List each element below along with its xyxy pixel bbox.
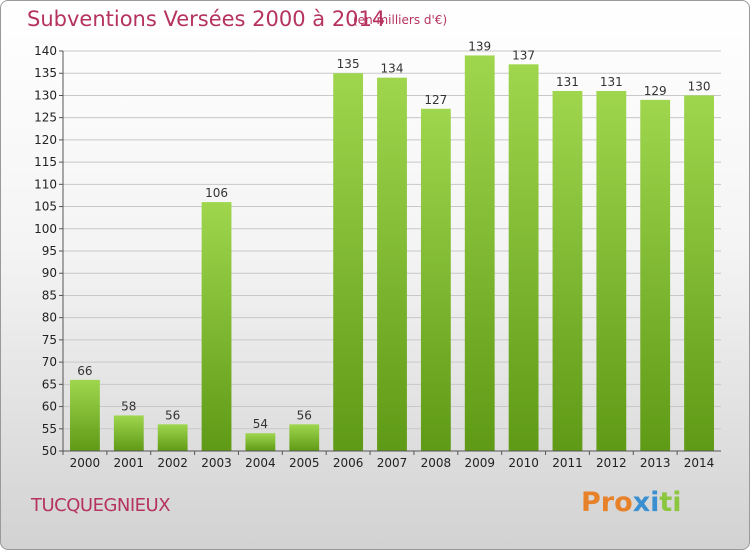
data-label: 54 [253,417,268,431]
location-name: TUCQUEGNIEUX [31,495,171,516]
bar [113,415,144,451]
data-label: 56 [165,408,180,422]
x-tick-label: 2004 [245,456,276,470]
bar [508,64,539,452]
y-tick-label: 80 [42,311,57,325]
y-axis: 50 55 60 65 70 75 80 85 90 95 100 105 110 115 120 125 13… [34,44,64,458]
bar [464,55,495,451]
data-label: 134 [381,62,404,76]
logo-letter: r [600,487,615,518]
bar [640,99,671,451]
chart-title: Subventions Versées 2000 à 2014 [27,7,386,31]
logo-letter: P [581,487,601,518]
bars: 66 58 56 106 54 56 135 134 127 139 137 131 131 129 130 [70,39,714,452]
data-label: 106 [205,186,228,200]
y-tick-label: 100 [34,222,57,236]
logo-letter: i [650,487,660,518]
y-tick-label: 110 [34,177,57,191]
data-label: 129 [644,84,667,98]
x-tick-label: 2000 [70,456,101,470]
x-tick-label: 2003 [201,456,232,470]
data-label: 56 [297,408,312,422]
y-tick-label: 120 [34,133,57,147]
bar [596,91,627,451]
bar [377,77,407,452]
x-tick-label: 2009 [464,456,495,470]
x-tick-label: 2006 [333,456,364,470]
bar [289,424,320,451]
y-tick-label: 105 [34,200,57,214]
x-tick-label: 2007 [377,456,408,470]
bar [552,91,583,451]
chart-subtitle: (en milliers d'€) [353,13,448,27]
x-tick-label: 2002 [157,456,188,470]
bar [70,379,100,451]
x-tick-label: 2014 [684,456,715,470]
y-tick-label: 85 [42,288,57,302]
x-axis: 2000 2001 2002 2003 2004 2005 2006 2007 2008 2009… [62,450,721,470]
data-label: 127 [424,93,447,107]
bar [333,73,364,451]
x-tick-label: 2012 [596,456,627,470]
y-tick-label: 95 [42,244,57,258]
x-tick-label: 2008 [421,456,452,470]
y-tick-label: 55 [42,422,57,436]
y-tick-label: 50 [42,444,57,458]
bar [157,424,188,451]
y-tick-label: 90 [42,266,57,280]
x-tick-label: 2010 [508,456,539,470]
data-label: 135 [337,57,360,71]
logo-letter: o [614,487,633,518]
y-tick-label: 140 [34,44,57,58]
x-tick-label: 2005 [289,456,320,470]
logo-letter: x [632,487,651,518]
bar [201,202,232,451]
y-tick-label: 135 [34,66,57,80]
proxiti-logo: Proxiti [581,487,682,518]
data-label: 139 [468,39,491,53]
y-tick-label: 125 [34,111,57,125]
y-tick-label: 75 [42,333,57,347]
x-tick-label: 2013 [640,456,671,470]
x-tick-label: 2001 [114,456,145,470]
y-tick-label: 60 [42,400,57,414]
bar [684,95,714,451]
y-tick-label: 115 [34,155,57,169]
bar [420,108,451,452]
y-tick-label: 70 [42,355,57,369]
data-label: 58 [121,399,136,413]
logo-letter: t [659,487,673,518]
x-tick-label: 2011 [552,456,583,470]
data-label: 137 [512,48,535,62]
y-tick-label: 65 [42,377,57,391]
data-label: 131 [556,75,579,89]
data-label: 66 [77,364,92,378]
bar [245,433,276,451]
y-tick-label: 130 [34,88,57,102]
data-label: 131 [600,75,623,89]
logo-letter: i [672,487,682,518]
data-label: 130 [688,79,711,93]
